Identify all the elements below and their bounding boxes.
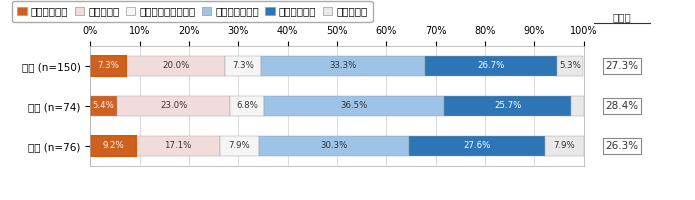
Text: 23.0%: 23.0% bbox=[160, 102, 188, 110]
Bar bbox=[220, 136, 259, 156]
Bar bbox=[117, 96, 231, 116]
Text: 7.3%: 7.3% bbox=[232, 62, 254, 71]
Legend: 非常に感じる, 多少感じる, どちらとも言えない, あまり感じない, 全く感じない, わからない: 非常に感じる, 多少感じる, どちらとも言えない, あまり感じない, 全く感じな… bbox=[12, 1, 373, 22]
Bar bbox=[90, 56, 126, 76]
Text: 20.0%: 20.0% bbox=[162, 62, 190, 71]
Bar bbox=[261, 56, 425, 76]
Bar bbox=[545, 136, 584, 156]
Bar bbox=[425, 56, 557, 76]
Bar bbox=[126, 56, 225, 76]
Text: 27.6%: 27.6% bbox=[463, 142, 491, 150]
Bar bbox=[136, 136, 220, 156]
Bar bbox=[259, 136, 409, 156]
Bar bbox=[557, 56, 583, 76]
Text: 5.3%: 5.3% bbox=[559, 62, 581, 71]
Text: 26.3%: 26.3% bbox=[605, 141, 639, 151]
Text: 36.5%: 36.5% bbox=[341, 102, 368, 110]
Bar bbox=[264, 96, 444, 116]
Bar bbox=[409, 136, 545, 156]
Text: 9.2%: 9.2% bbox=[102, 142, 124, 150]
Bar bbox=[90, 96, 117, 116]
Text: 6.8%: 6.8% bbox=[236, 102, 259, 110]
Text: 27.3%: 27.3% bbox=[605, 61, 639, 71]
Text: 26.7%: 26.7% bbox=[477, 62, 505, 71]
Bar bbox=[90, 136, 136, 156]
Text: 33.3%: 33.3% bbox=[329, 62, 357, 71]
Text: 30.3%: 30.3% bbox=[320, 142, 348, 150]
Text: 25.7%: 25.7% bbox=[494, 102, 521, 110]
Text: 肯定計: 肯定計 bbox=[613, 12, 631, 22]
Bar bbox=[444, 96, 571, 116]
Bar bbox=[225, 56, 261, 76]
Text: 7.3%: 7.3% bbox=[97, 62, 120, 71]
Bar bbox=[231, 96, 264, 116]
Text: 17.1%: 17.1% bbox=[164, 142, 192, 150]
Bar bbox=[571, 96, 584, 116]
Text: 7.9%: 7.9% bbox=[553, 142, 575, 150]
Bar bbox=[90, 136, 136, 156]
Text: 5.4%: 5.4% bbox=[92, 102, 115, 110]
Text: 28.4%: 28.4% bbox=[605, 101, 639, 111]
Text: 7.9%: 7.9% bbox=[229, 142, 250, 150]
Bar bbox=[90, 56, 126, 76]
